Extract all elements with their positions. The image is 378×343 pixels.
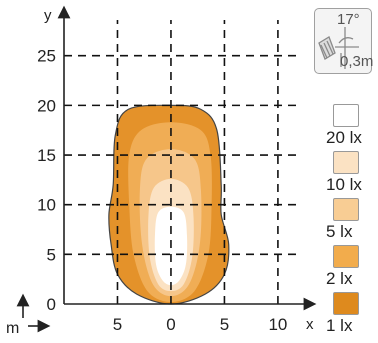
legend-swatch: [333, 292, 359, 315]
x-tick-label: 5: [220, 315, 229, 334]
y-tick-label: 10: [37, 196, 56, 215]
mounting-height: 0,3m: [340, 53, 374, 70]
y-axis-letter: y: [44, 7, 52, 24]
legend-swatch: [333, 151, 359, 174]
legend-swatch: [333, 245, 359, 268]
y-tick-label: 15: [37, 146, 56, 165]
legend-swatch: [333, 104, 359, 127]
legend-label: 20 lx: [326, 128, 362, 147]
x-axis-letter: x: [306, 316, 314, 333]
y-tick-label: 5: [47, 245, 56, 264]
legend-label: 1 lx: [326, 316, 353, 335]
y-tick-label: 25: [37, 47, 56, 66]
meter-indicator: m: [6, 293, 51, 337]
axes: [57, 5, 317, 311]
legend-swatch: [333, 198, 359, 221]
lamp-icon: [318, 27, 359, 69]
legend-label: 10 lx: [326, 175, 362, 194]
y-tick-label: 20: [37, 96, 56, 115]
unit-label: m: [6, 320, 19, 337]
x-tick-label: 10: [268, 315, 287, 334]
mounting-angle: 17°: [337, 11, 360, 28]
legend-label: 2 lx: [326, 269, 353, 288]
grid-lines: [64, 20, 302, 304]
x-tick-label: 5: [113, 315, 122, 334]
legend-label: 5 lx: [326, 222, 353, 241]
y-tick-label: 0: [47, 295, 56, 314]
x-tick-label: 0: [166, 315, 175, 334]
mounting-info-panel: 17° 0,3m: [314, 8, 374, 74]
tick-labels: 5 0 5 10 0 5 10 15 20 25: [37, 47, 287, 334]
